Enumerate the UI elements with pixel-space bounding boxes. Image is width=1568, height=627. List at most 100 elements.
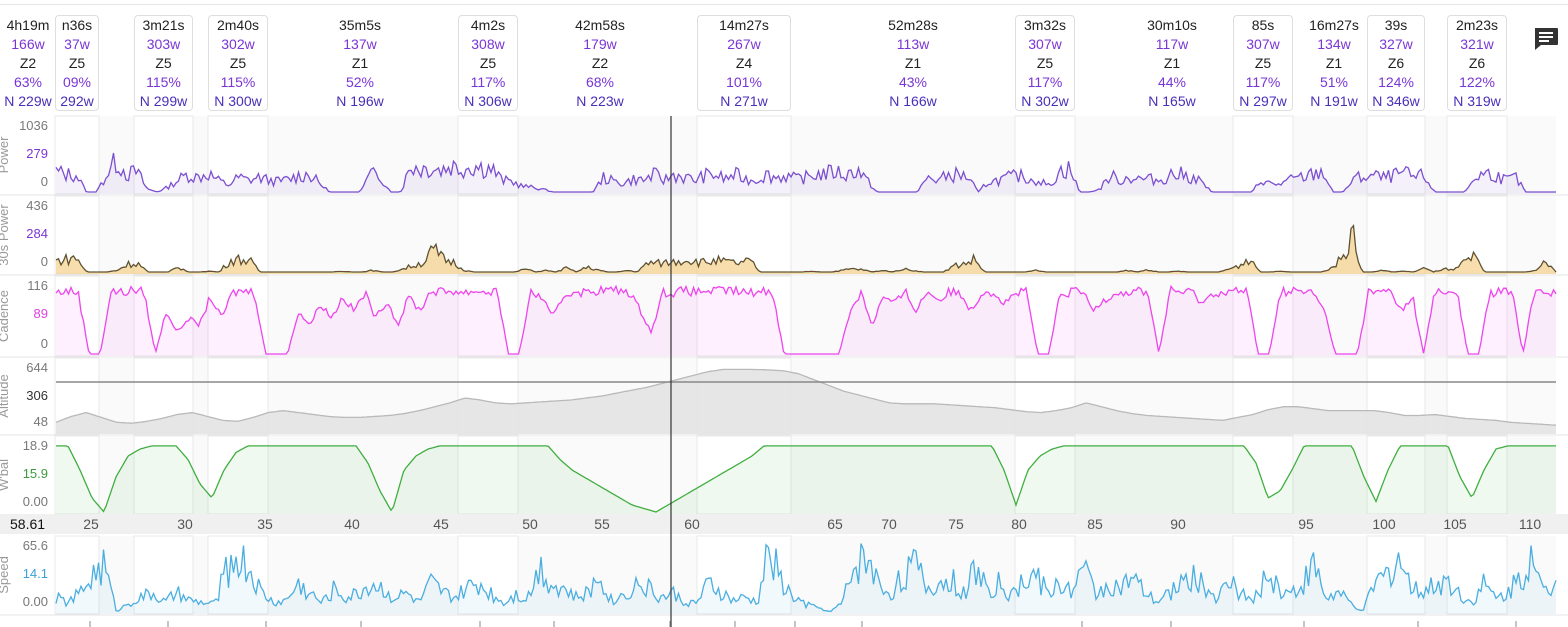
- y-tick-label: 14.1: [23, 566, 48, 581]
- y-tick-label: 15.9: [23, 466, 48, 481]
- y-tick-label: 279: [26, 146, 48, 161]
- interval-13[interactable]: 16m27s 134w Z1 51% N 191w: [1302, 16, 1366, 112]
- interval-zone: Z4: [735, 55, 753, 71]
- interval-band: [1232, 435, 1294, 515]
- interval-band: [457, 195, 519, 275]
- interval-zone: Z1: [904, 55, 922, 71]
- interval-percent: 124%: [1378, 74, 1414, 90]
- interval-percent: 115%: [146, 74, 181, 90]
- interval-3[interactable]: 3m21s 303w Z5 115% N 299w: [134, 15, 193, 111]
- interval-11[interactable]: 30m10s 117w Z1 44% N 165w: [1120, 16, 1224, 112]
- interval-7[interactable]: 42m58s 179w Z2 68% N 223w: [556, 16, 644, 112]
- interval-percent: 68%: [585, 74, 615, 90]
- interval-percent: 44%: [1157, 74, 1187, 90]
- interval-9[interactable]: 52m28s 113w Z1 43% N 166w: [862, 16, 964, 112]
- interval-power: 137w: [343, 36, 377, 52]
- interval-14[interactable]: 39s 327w Z6 124% N 346w: [1367, 15, 1425, 111]
- interval-np: N 166w: [889, 93, 937, 109]
- x-tick-label: 110: [1519, 516, 1542, 532]
- interval-band: [696, 435, 792, 515]
- interval-percent: 43%: [898, 74, 928, 90]
- interval-percent: 51%: [1319, 74, 1349, 90]
- interval-duration: 30m10s: [1147, 17, 1197, 33]
- y-tick-label: 0: [41, 174, 48, 189]
- interval-percent: 63%: [13, 74, 43, 90]
- interval-duration: n36s: [61, 17, 93, 33]
- y-tick-label: 0: [41, 254, 48, 269]
- interval-band: [54, 535, 100, 615]
- interval-band: [54, 275, 100, 357]
- interval-8[interactable]: 14m27s 267w Z4 101% N 271w: [697, 15, 791, 111]
- interval-zone: Z1: [351, 55, 369, 71]
- x-tick-label: 30: [177, 516, 193, 532]
- series-line: [55, 543, 1557, 612]
- series-line: [55, 368, 1557, 426]
- interval-band: [1232, 115, 1294, 195]
- panel-background: [56, 436, 1556, 514]
- panel-background: [56, 536, 1556, 614]
- interval-duration: 35m5s: [338, 17, 382, 33]
- interval-power: 166w: [11, 36, 45, 52]
- interval-np: 292w: [60, 93, 94, 109]
- interval-np: N 196w: [336, 93, 384, 109]
- interval-10[interactable]: 3m32s 307w Z5 117% N 302w: [1015, 15, 1075, 111]
- interval-percent: 117%: [1027, 74, 1063, 90]
- interval-band: [1446, 535, 1508, 615]
- comment-icon[interactable]: [1532, 26, 1560, 52]
- interval-band: [1446, 275, 1508, 357]
- interval-band: [1366, 275, 1426, 357]
- interval-6[interactable]: 4m2s 308w Z5 117% N 306w: [458, 15, 518, 111]
- interval-band: [133, 435, 194, 515]
- x-tick-label: 40: [344, 516, 360, 532]
- interval-duration: 4h19m: [6, 17, 50, 33]
- interval-duration: 4m2s: [470, 17, 506, 33]
- interval-4[interactable]: 2m40s 302w Z5 115% N 300w: [208, 15, 268, 111]
- interval-np: N 299w: [139, 93, 188, 109]
- axis-label: Speed: [0, 556, 11, 594]
- interval-duration: 39s: [1384, 17, 1408, 33]
- y-tick-label: 48: [34, 414, 48, 429]
- x-cursor-value: 58.61: [10, 516, 45, 532]
- interval-duration: 16m27s: [1309, 17, 1359, 33]
- interval-zone: Z6: [1387, 55, 1405, 71]
- interval-5[interactable]: 35m5s 137w Z1 52% N 196w: [316, 16, 404, 112]
- x-tick-label: 65: [827, 516, 843, 532]
- interval-np: N 191w: [1310, 93, 1358, 109]
- interval-power: 303w: [146, 36, 181, 52]
- top-divider: [0, 4, 1568, 5]
- interval-band: [1014, 195, 1076, 275]
- interval-np: N 302w: [1021, 93, 1069, 109]
- series-line: [56, 445, 1556, 513]
- series-area: [56, 543, 1556, 614]
- x-tick-label: 80: [1011, 516, 1027, 532]
- y-tick-label: 644: [26, 360, 48, 375]
- interval-percent: 52%: [345, 74, 375, 90]
- y-tick-label: 436: [26, 198, 48, 213]
- interval-zone: Z1: [1325, 55, 1343, 71]
- panel-30s-power: 30s Power 436 284 0: [0, 195, 1568, 276]
- interval-power: 321w: [1460, 36, 1494, 52]
- interval-band: [457, 115, 519, 195]
- interval-15[interactable]: 2m23s 321w Z6 122% N 319w: [1447, 15, 1507, 111]
- interval-np: N 165w: [1148, 93, 1196, 109]
- interval-duration: 14m27s: [719, 17, 769, 33]
- x-tick-label: 25: [83, 516, 99, 532]
- interval-band: [1014, 435, 1076, 515]
- axis-label: 30s Power: [0, 204, 11, 266]
- interval-1[interactable]: 4h19m 166w Z2 63% N 229w: [0, 16, 56, 112]
- interval-band: [457, 535, 519, 615]
- panel-altitude: Altitude 644 306 48: [0, 357, 1568, 436]
- activity-charts[interactable]: Power 1036 279 0 30s Power 436 284 0 Cadence 116 8…: [0, 112, 1568, 627]
- interval-np: N 297w: [1239, 93, 1287, 109]
- panel-background: [56, 276, 1556, 356]
- x-tick-label: 85: [1087, 516, 1103, 532]
- interval-power: 307w: [1246, 36, 1280, 52]
- interval-zone: Z5: [229, 55, 247, 71]
- interval-band: [207, 115, 269, 195]
- interval-percent: 115%: [220, 74, 256, 90]
- interval-12[interactable]: 85s 307w Z5 117% N 297w: [1233, 15, 1293, 111]
- x-axis-strip: [0, 514, 1568, 534]
- interval-2[interactable]: n36s 37w Z5 09% 292w: [55, 15, 99, 111]
- interval-zone: Z2: [19, 55, 37, 71]
- panel-w-bal: W'bal 18.9 15.9 0.00: [0, 435, 1568, 516]
